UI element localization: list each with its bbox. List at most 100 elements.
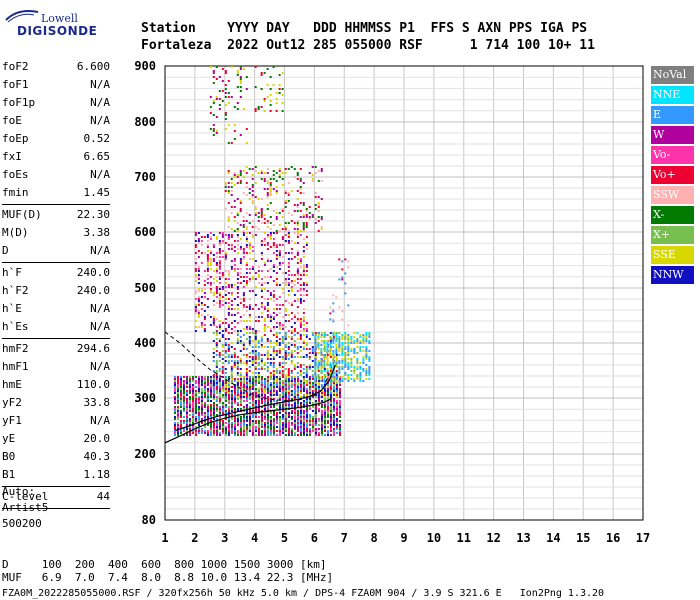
echo-point — [338, 360, 341, 362]
echo-point — [293, 376, 296, 378]
echo-point — [224, 114, 227, 116]
echo-point — [287, 384, 290, 386]
echo-point — [203, 420, 206, 422]
echo-point — [176, 432, 179, 434]
echo-point — [281, 388, 284, 390]
echo-point — [227, 102, 230, 104]
echo-point — [176, 390, 179, 392]
echo-point — [296, 224, 299, 226]
echo-point — [338, 414, 341, 416]
echo-point — [260, 346, 263, 348]
y-tick-label: 400 — [134, 336, 156, 350]
echo-point — [296, 390, 299, 392]
echo-point — [344, 372, 347, 374]
echo-point — [218, 338, 221, 340]
echo-point — [335, 364, 338, 366]
echo-point — [302, 288, 305, 290]
echo-point — [338, 426, 341, 428]
echo-point — [218, 408, 221, 410]
echo-point — [320, 376, 323, 378]
echo-point — [257, 356, 260, 358]
echo-point — [230, 292, 233, 294]
echo-point — [272, 384, 275, 386]
echo-point — [338, 344, 341, 346]
echo-point — [287, 278, 290, 280]
echo-point — [266, 362, 269, 364]
echo-point — [311, 426, 314, 428]
echo-point — [317, 352, 320, 354]
echo-point — [362, 334, 365, 336]
echo-point — [260, 240, 263, 242]
y-tick-label: 600 — [134, 225, 156, 239]
echo-point — [251, 178, 254, 180]
echo-point — [218, 266, 221, 268]
echo-point — [260, 378, 263, 380]
echo-point — [191, 404, 194, 406]
echo-point — [296, 258, 299, 260]
echo-point — [269, 378, 272, 380]
echo-point — [290, 378, 293, 380]
echo-point — [251, 200, 254, 202]
echo-point — [248, 420, 251, 422]
echo-point — [239, 396, 242, 398]
echo-point — [365, 334, 368, 336]
echo-point — [212, 114, 215, 116]
echo-point — [302, 318, 305, 320]
echo-point — [317, 216, 320, 218]
echo-point — [314, 340, 317, 342]
echo-point — [335, 370, 338, 372]
echo-point — [251, 378, 254, 380]
echo-point — [299, 410, 302, 412]
echo-point — [344, 282, 347, 285]
echo-point — [305, 420, 308, 422]
echo-point — [236, 230, 239, 232]
echo-point — [194, 268, 197, 270]
echo-point — [317, 332, 320, 334]
echo-point — [206, 416, 209, 418]
echo-point — [209, 434, 212, 436]
echo-point — [269, 76, 272, 78]
echo-point — [179, 396, 182, 398]
echo-point — [329, 426, 332, 428]
echo-point — [269, 234, 272, 236]
echo-point — [272, 394, 275, 396]
echo-point — [290, 332, 293, 334]
echo-point — [185, 422, 188, 424]
echo-point — [260, 434, 263, 436]
echo-point — [275, 298, 278, 300]
echo-point — [365, 354, 368, 356]
echo-point — [260, 106, 263, 108]
echo-point — [335, 380, 338, 382]
echo-point — [197, 298, 200, 300]
echo-point — [278, 404, 281, 406]
echo-point — [197, 418, 200, 420]
echo-point — [302, 400, 305, 402]
echo-point — [212, 278, 215, 280]
echo-point — [218, 324, 221, 326]
echo-point — [188, 390, 191, 392]
echo-point — [203, 414, 206, 416]
echo-point — [278, 382, 281, 384]
echo-point — [203, 378, 206, 380]
echo-point — [242, 224, 245, 226]
echo-point — [335, 336, 338, 338]
echo-point — [302, 384, 305, 386]
echo-point — [284, 410, 287, 412]
echo-point — [317, 432, 320, 434]
echo-point — [329, 382, 332, 384]
echo-point — [320, 170, 323, 172]
echo-point — [293, 414, 296, 416]
echo-point — [173, 426, 176, 428]
echo-point — [233, 416, 236, 418]
echo-point — [281, 88, 284, 90]
echo-point — [284, 332, 287, 334]
echo-point — [239, 258, 242, 260]
echo-point — [275, 400, 278, 402]
echo-point — [239, 268, 242, 270]
echo-point — [365, 340, 368, 342]
echo-point — [251, 428, 254, 430]
echo-point — [317, 376, 320, 378]
echo-point — [188, 388, 191, 390]
echo-point — [323, 426, 326, 428]
echo-point — [263, 386, 266, 388]
